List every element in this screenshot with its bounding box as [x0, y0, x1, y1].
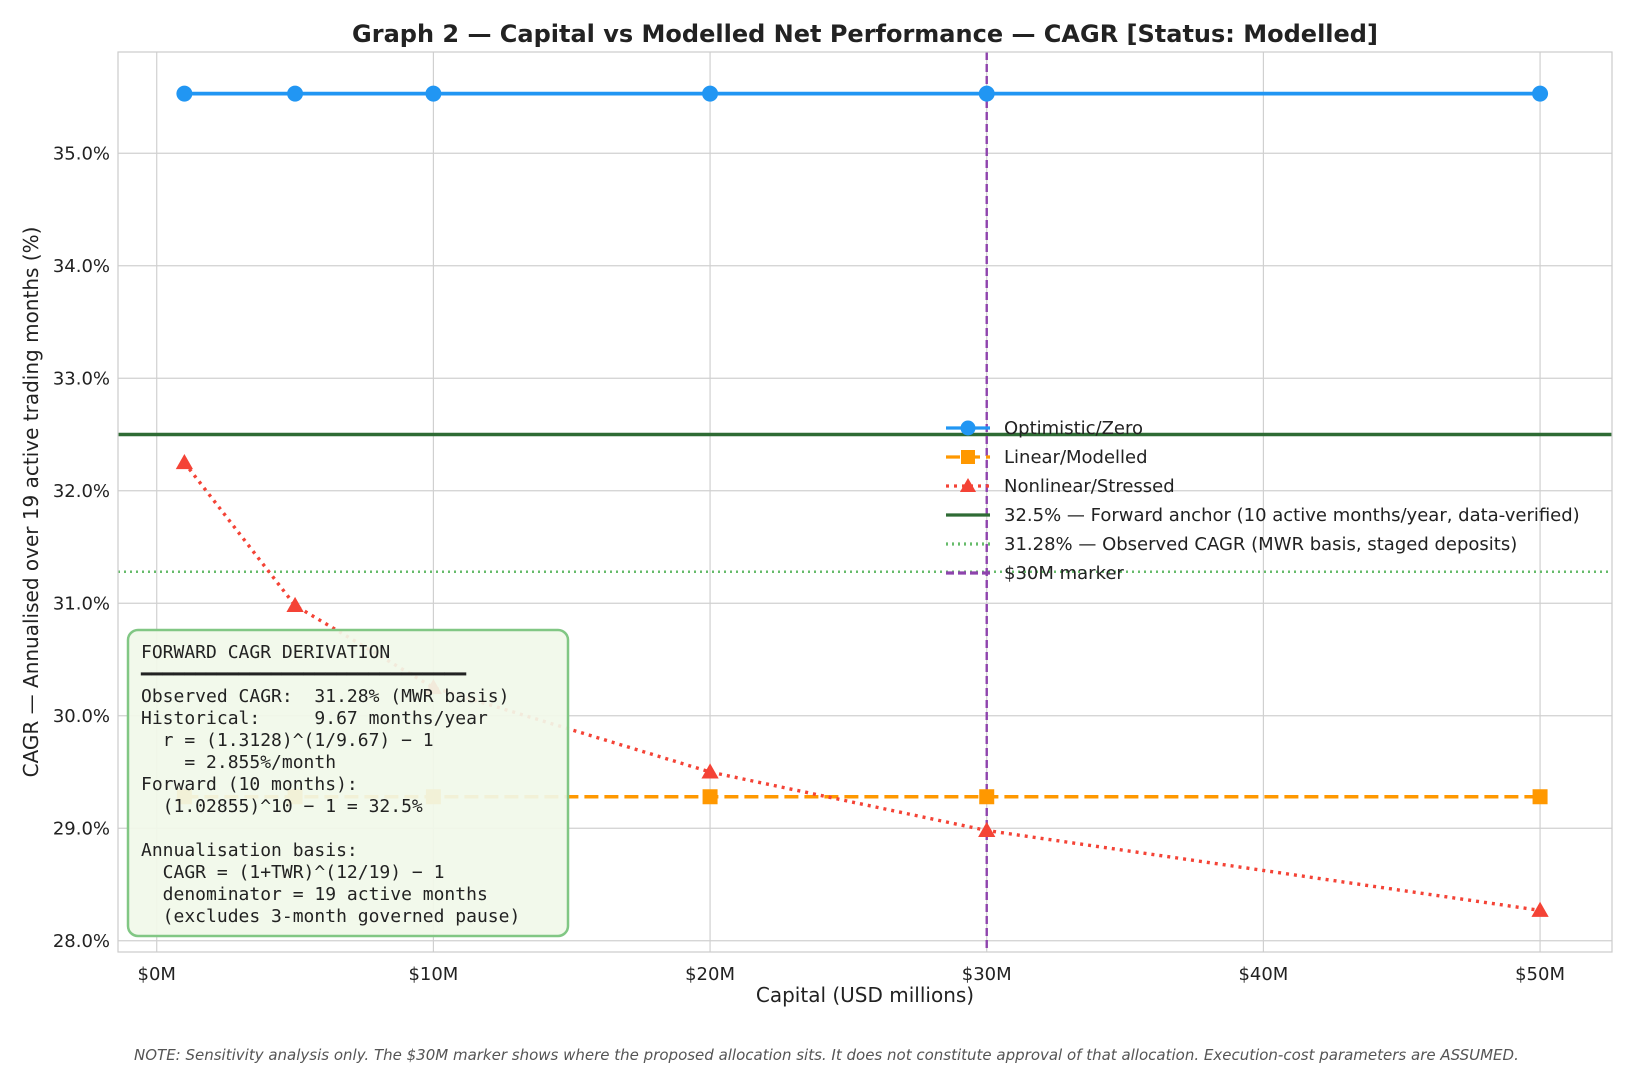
data-point [286, 596, 304, 612]
legend-label: Nonlinear/Stressed [1004, 476, 1175, 497]
annotation-line: ━━━━━━━━━━━━━━━━━━━━━━━━━━━━━━ [140, 664, 467, 685]
legend-item: $30M marker [946, 563, 1124, 584]
x-tick-label: $30M [962, 964, 1012, 985]
annotation-line: (excludes 3-month governed pause) [141, 906, 520, 927]
y-tick-label: 32.0% [53, 481, 110, 502]
legend-marker [959, 477, 977, 493]
y-tick-label: 30.0% [53, 706, 110, 727]
data-point [176, 85, 193, 102]
plot-frame [117, 51, 1613, 953]
legend-label: $30M marker [1004, 563, 1124, 584]
annotation-line: Historical: 9.67 months/year [141, 708, 488, 729]
annotation-line: CAGR = (1+TWR)^(12/19) − 1 [141, 862, 444, 883]
annotation-line: = 2.855%/month [141, 752, 336, 773]
series-optimistic-zero [176, 85, 1549, 102]
y-tick-label: 31.0% [53, 593, 110, 614]
x-tick-label: $10M [408, 964, 458, 985]
data-point [701, 763, 719, 779]
annotation-box-frame [126, 628, 570, 938]
x-axis-ticks: $0M $10M $20M $30M $40M $50M [138, 964, 1565, 985]
data-point [979, 789, 995, 805]
y-axis-ticks: 28.0% 29.0% 30.0% 31.0% 32.0% 33.0% 34.0% 35.0% [53, 143, 110, 952]
legend-label: Optimistic/Zero [1004, 418, 1143, 439]
legend-label: 32.5% — Forward anchor (10 active months… [1004, 505, 1580, 526]
y-tick-label: 28.0% [53, 931, 110, 952]
annotation-line: r = (1.3128)^(1/9.67) − 1 [141, 730, 434, 751]
x-tick-label: $50M [1515, 964, 1565, 985]
legend-item: Nonlinear/Stressed [946, 476, 1175, 497]
annotation-line: Annualisation basis: [141, 840, 358, 861]
data-point [702, 85, 719, 102]
y-tick-label: 29.0% [53, 818, 110, 839]
annotation-line: Observed CAGR: 31.28% (MWR basis) [141, 686, 509, 707]
y-tick-label: 33.0% [53, 368, 110, 389]
data-point [175, 454, 194, 470]
data-point [1532, 85, 1549, 102]
x-tick-label: $40M [1238, 964, 1288, 985]
grid [118, 52, 1612, 952]
legend-label: 31.28% — Observed CAGR (MWR basis, stage… [1004, 534, 1517, 555]
data-point [702, 789, 718, 805]
data-point [978, 821, 996, 837]
legend-item: 31.28% — Observed CAGR (MWR basis, stage… [946, 534, 1517, 555]
annotation-line: Forward (10 months): [141, 774, 358, 795]
chart-title: Graph 2 — Capital vs Modelled Net Perfor… [352, 20, 1378, 48]
legend-marker [960, 420, 976, 436]
legend: Optimistic/Zero Linear/Modelled Nonlinear/… [946, 418, 1580, 584]
annotation-line: FORWARD CAGR DERIVATION [141, 642, 390, 663]
x-tick-label: $20M [685, 964, 735, 985]
data-point [1532, 789, 1548, 805]
data-point [1531, 901, 1549, 917]
data-point [287, 85, 304, 102]
forward-cagr-derivation-box: FORWARD CAGR DERIVATION━━━━━━━━━━━━━━━━━… [126, 628, 570, 938]
annotation-line: denominator = 19 active months [141, 884, 488, 905]
y-axis-label: CAGR — Annualised over 19 active trading… [19, 227, 43, 778]
footnote: NOTE: Sensitivity analysis only. The $30… [134, 1046, 1519, 1064]
y-tick-label: 34.0% [53, 256, 110, 277]
legend-marker [961, 450, 975, 464]
x-axis-label: Capital (USD millions) [756, 983, 974, 1007]
data-point [978, 85, 995, 102]
y-tick-label: 35.0% [53, 143, 110, 164]
legend-item: Optimistic/Zero [946, 418, 1143, 439]
annotation-line: (1.02855)^10 − 1 = 32.5% [141, 796, 423, 817]
data-point [425, 85, 442, 102]
legend-item: Linear/Modelled [946, 447, 1148, 468]
legend-label: Linear/Modelled [1004, 447, 1148, 468]
legend-item: 32.5% — Forward anchor (10 active months… [946, 505, 1580, 526]
x-tick-label: $0M [138, 964, 176, 985]
